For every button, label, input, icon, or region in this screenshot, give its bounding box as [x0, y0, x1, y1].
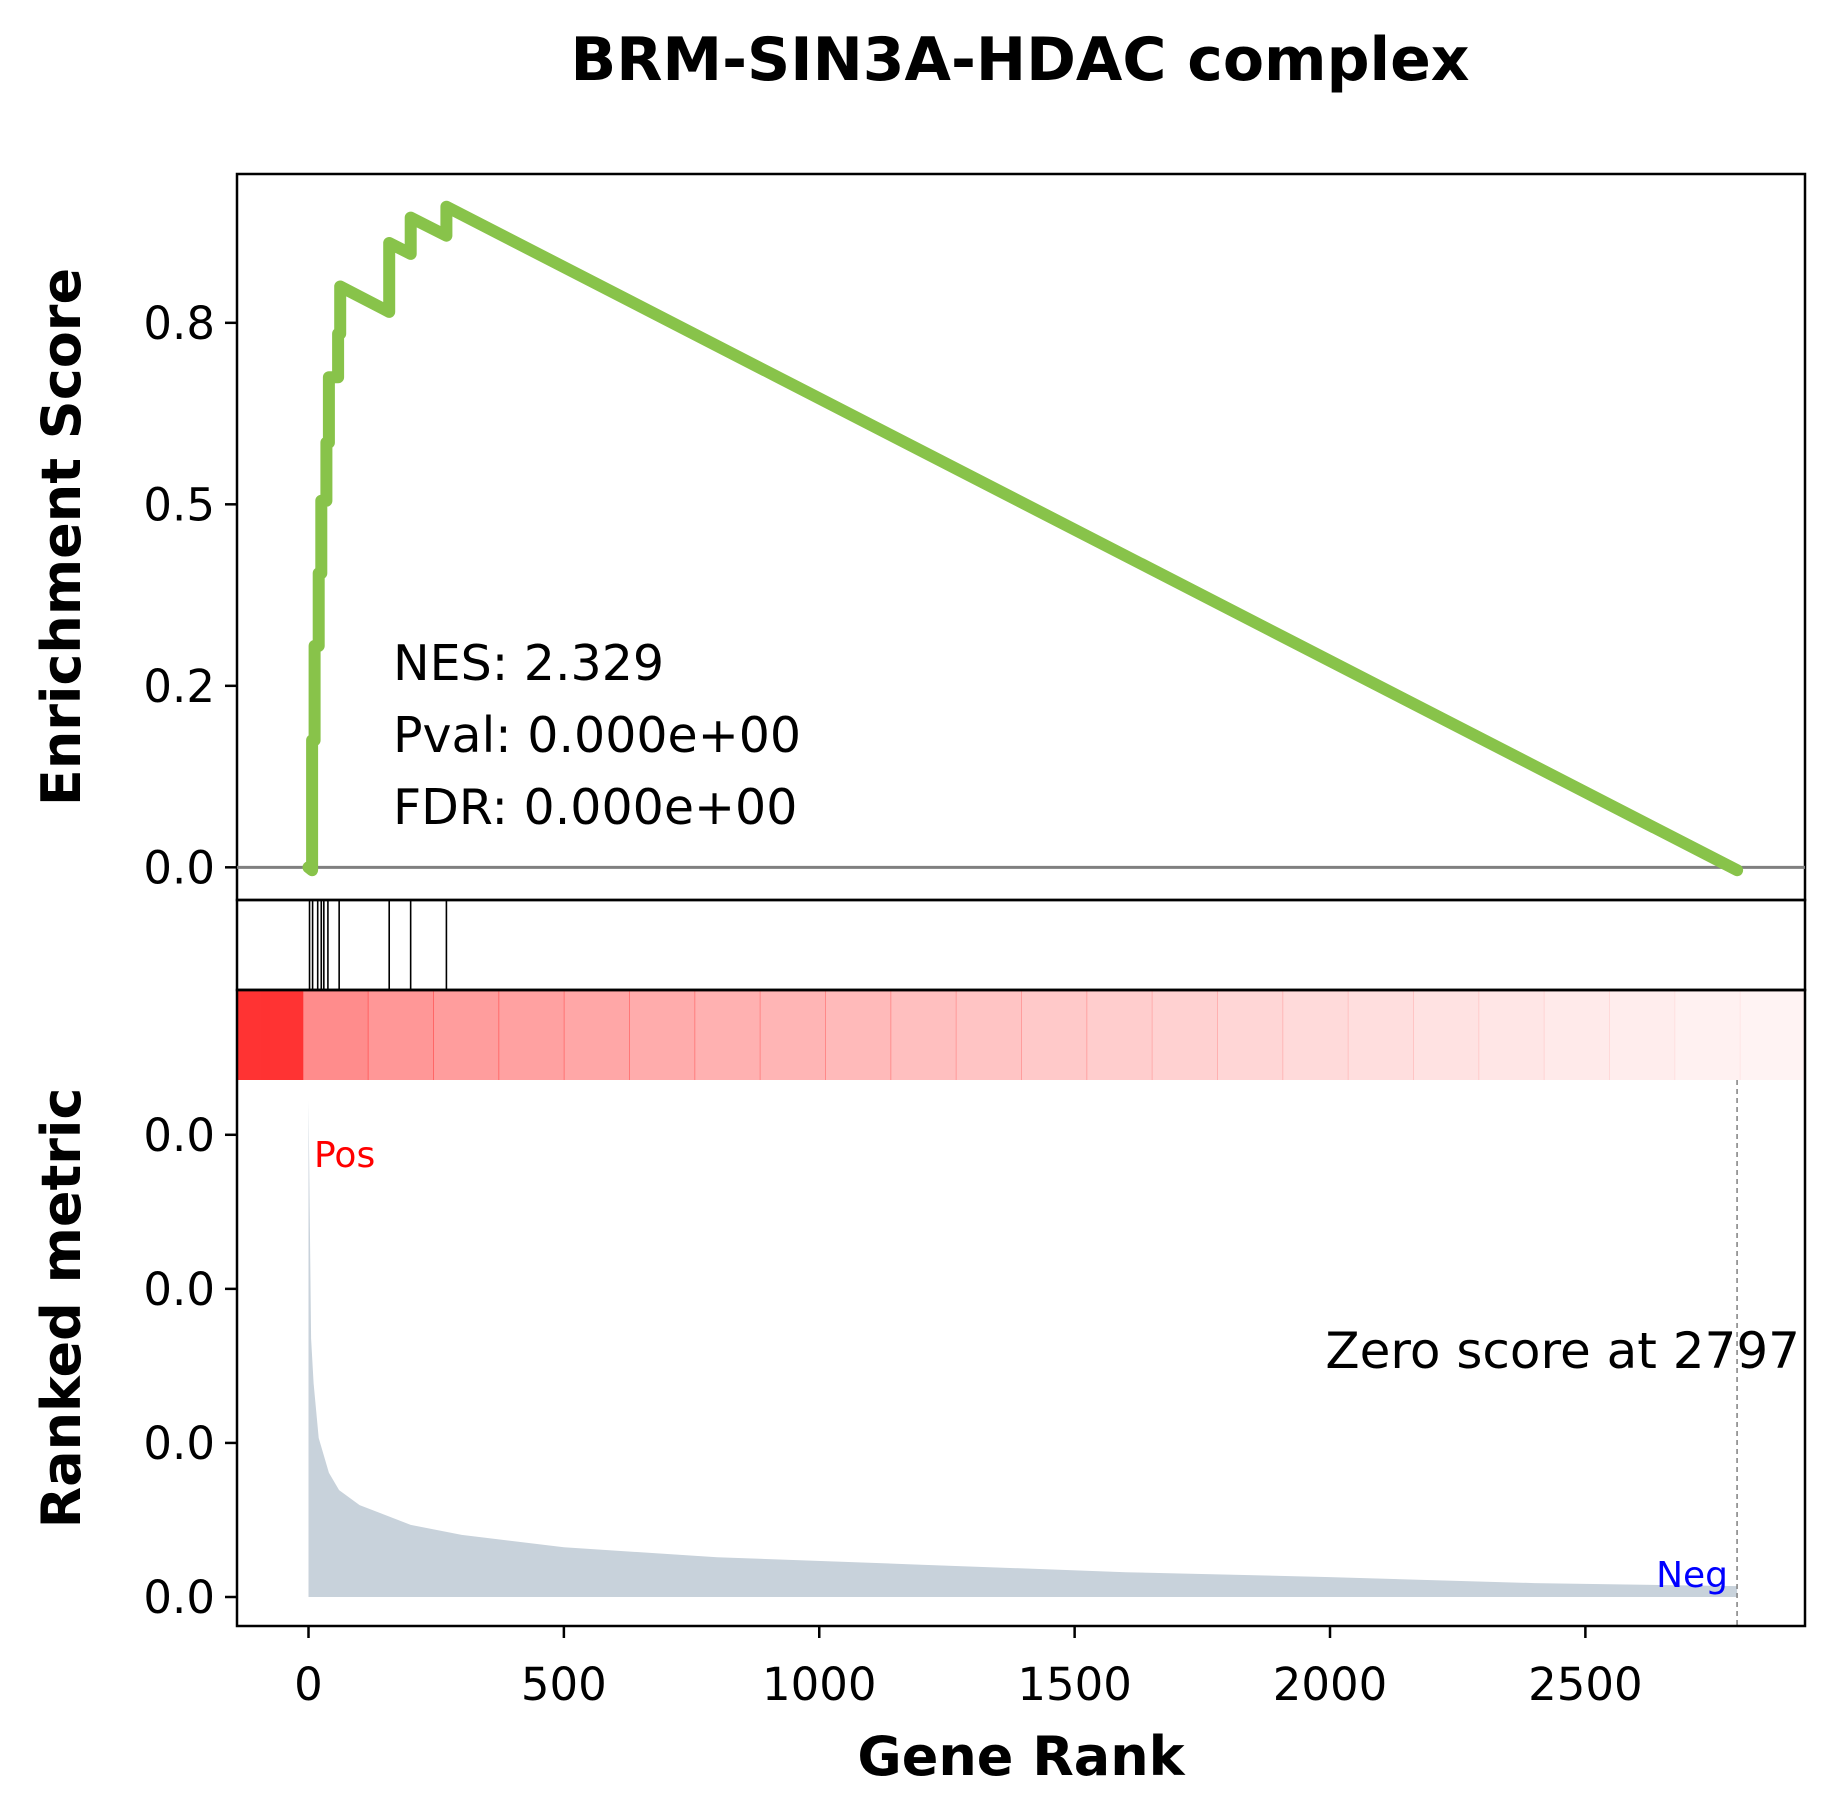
heatmap-cell — [245, 990, 250, 1080]
rank-heatmap — [237, 988, 1806, 1080]
metric-y-tick-label: 0.0 — [143, 1109, 215, 1162]
zero-score-label: Zero score at 2797 — [1325, 1322, 1800, 1380]
x-axis-label: Gene Rank — [857, 1725, 1185, 1788]
metric-y-tick-label: 0.0 — [143, 1571, 215, 1624]
chart-title: BRM-SIN3A-HDAC complex — [571, 25, 1470, 95]
heatmap-cell — [563, 990, 630, 1080]
x-tick-label: 500 — [521, 1658, 607, 1711]
heatmap-cell — [1609, 990, 1676, 1080]
heatmap-cell — [249, 990, 254, 1080]
metric-y-ticks: 0.0 0.0 0.0 0.0 — [143, 1109, 237, 1624]
heatmap-cell — [1347, 990, 1414, 1080]
x-tick-label: 2500 — [1528, 1658, 1643, 1711]
metric-axes-frame — [235, 988, 1807, 1628]
hit-markers — [308, 900, 448, 990]
metric-y-tick-label: 0.0 — [143, 1263, 215, 1316]
x-tick-label: 1000 — [762, 1658, 877, 1711]
heatmap-cell — [265, 990, 270, 1080]
heatmap-cell — [261, 990, 266, 1080]
es-y-tick-label: 0.0 — [143, 841, 215, 894]
ranked-metric-panel: 0.0 0.0 0.0 0.0 Pos Neg Zero score at 2797 — [143, 988, 1807, 1628]
heatmap-cell — [241, 990, 246, 1080]
pos-label: Pos — [314, 1135, 375, 1176]
heatmap-cell — [433, 990, 500, 1080]
heatmap-cells — [237, 988, 1806, 1080]
heatmap-cell — [694, 990, 761, 1080]
heatmap-cell — [257, 990, 262, 1080]
es-y-tick-label: 0.8 — [143, 297, 215, 350]
heatmap-cell — [1543, 990, 1610, 1080]
hits-panel — [235, 898, 1807, 992]
neg-label: Neg — [1656, 1555, 1728, 1596]
heatmap-cell — [629, 990, 696, 1080]
x-axis-ticks: 0 500 1000 1500 2000 2500 — [294, 1626, 1643, 1711]
heatmap-cell — [1674, 990, 1741, 1080]
heatmap-cell — [955, 990, 1022, 1080]
x-tick-label: 0 — [294, 1658, 323, 1711]
heatmap-cell — [253, 990, 258, 1080]
nes-stat: NES: 2.329 — [393, 635, 664, 692]
metric-y-tick-label: 0.0 — [143, 1417, 215, 1470]
heatmap-cell — [302, 990, 369, 1080]
heatmap-cell — [1021, 990, 1088, 1080]
enrichment-score-panel: 0.00.20.50.8 NES: 2.329 Pval: 0.000e+00 … — [143, 172, 1807, 902]
heatmap-cell — [367, 990, 434, 1080]
pval-stat: Pval: 0.000e+00 — [393, 707, 801, 764]
x-tick-label: 2000 — [1273, 1658, 1388, 1711]
heatmap-cell — [1282, 990, 1349, 1080]
heatmap-cell — [1086, 990, 1153, 1080]
fdr-stat: FDR: 0.000e+00 — [393, 779, 797, 836]
x-tick-label: 1500 — [1017, 1658, 1132, 1711]
es-y-tick-label: 0.5 — [143, 478, 215, 531]
heatmap-cell — [1478, 990, 1545, 1080]
metric-y-axis-label: Ranked metric — [30, 1088, 93, 1529]
ranked-metric-area — [308, 1100, 1738, 1597]
hits-axes-frame — [235, 898, 1807, 992]
heatmap-cell — [1739, 990, 1806, 1080]
heatmap-cell — [1217, 990, 1284, 1080]
heatmap-cell — [825, 990, 892, 1080]
es-y-ticks: 0.0 0.2 0.5 0.8 — [143, 297, 237, 894]
es-y-axis-label: Enrichment Score — [30, 268, 93, 806]
heatmap-cell — [237, 990, 242, 1080]
heatmap-cell — [498, 990, 565, 1080]
es-line — [302, 200, 1744, 877]
heatmap-cell — [1151, 990, 1218, 1080]
es-y-tick-label: 0.2 — [143, 660, 215, 713]
heatmap-cell — [890, 990, 957, 1080]
heatmap-cell — [759, 990, 826, 1080]
heatmap-cell — [1413, 990, 1480, 1080]
